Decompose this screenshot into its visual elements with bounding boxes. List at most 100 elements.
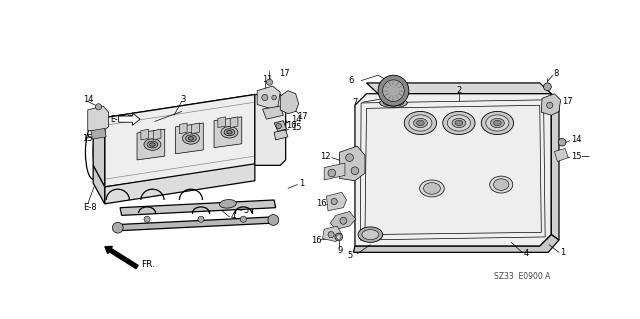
Ellipse shape <box>417 120 424 126</box>
Text: 10: 10 <box>287 121 297 130</box>
Circle shape <box>335 233 342 241</box>
Ellipse shape <box>380 98 407 108</box>
Text: 3: 3 <box>180 95 186 104</box>
Ellipse shape <box>221 126 238 138</box>
Polygon shape <box>274 130 288 140</box>
Ellipse shape <box>490 118 504 128</box>
Ellipse shape <box>481 111 513 135</box>
Polygon shape <box>141 129 148 140</box>
Polygon shape <box>541 94 561 115</box>
Polygon shape <box>93 165 105 204</box>
Text: 16: 16 <box>311 235 322 245</box>
Text: 13: 13 <box>325 229 335 238</box>
Polygon shape <box>105 94 255 187</box>
Circle shape <box>268 215 279 226</box>
FancyArrow shape <box>105 247 138 269</box>
Polygon shape <box>118 113 140 125</box>
Ellipse shape <box>220 200 236 208</box>
Ellipse shape <box>182 133 200 144</box>
Ellipse shape <box>447 115 470 131</box>
Polygon shape <box>367 83 551 94</box>
Polygon shape <box>137 129 164 160</box>
Polygon shape <box>323 226 342 241</box>
Circle shape <box>240 216 246 222</box>
Text: 14: 14 <box>291 115 301 124</box>
Circle shape <box>144 216 150 222</box>
Ellipse shape <box>486 115 509 131</box>
Circle shape <box>340 217 347 224</box>
Polygon shape <box>554 148 568 161</box>
Ellipse shape <box>362 230 379 240</box>
Ellipse shape <box>493 179 509 190</box>
Ellipse shape <box>383 100 403 106</box>
Text: 4: 4 <box>524 249 529 258</box>
Polygon shape <box>274 121 287 131</box>
Text: E-8: E-8 <box>83 203 97 212</box>
Circle shape <box>328 169 336 177</box>
Text: 8: 8 <box>554 69 559 78</box>
Polygon shape <box>360 100 545 240</box>
Text: SZ33  E0900 A: SZ33 E0900 A <box>493 272 550 281</box>
Circle shape <box>378 75 409 106</box>
Circle shape <box>543 83 551 91</box>
Polygon shape <box>255 94 285 165</box>
Text: 17: 17 <box>297 112 308 121</box>
Text: 16: 16 <box>316 199 327 208</box>
Text: 12: 12 <box>320 152 331 161</box>
Circle shape <box>276 123 282 129</box>
Polygon shape <box>175 123 204 154</box>
Circle shape <box>558 138 566 146</box>
Polygon shape <box>214 117 242 148</box>
Circle shape <box>328 232 334 238</box>
Ellipse shape <box>404 111 436 135</box>
Polygon shape <box>153 129 161 140</box>
Polygon shape <box>330 211 356 229</box>
Polygon shape <box>340 146 365 181</box>
Polygon shape <box>105 164 255 204</box>
Text: 1: 1 <box>561 248 566 257</box>
Polygon shape <box>257 86 280 109</box>
Polygon shape <box>179 123 187 134</box>
Polygon shape <box>88 106 109 131</box>
Ellipse shape <box>443 111 475 135</box>
Circle shape <box>272 95 276 100</box>
Ellipse shape <box>490 176 513 193</box>
Text: 2: 2 <box>456 86 462 95</box>
Ellipse shape <box>420 180 444 197</box>
Polygon shape <box>280 91 299 114</box>
Ellipse shape <box>413 118 428 128</box>
Text: E-7: E-7 <box>120 115 132 124</box>
Text: 6: 6 <box>349 76 354 85</box>
Polygon shape <box>91 128 106 139</box>
Polygon shape <box>93 118 105 187</box>
Text: 4: 4 <box>231 212 236 221</box>
Polygon shape <box>326 192 346 211</box>
Ellipse shape <box>358 227 383 242</box>
Polygon shape <box>192 123 200 134</box>
Ellipse shape <box>224 129 235 136</box>
Text: FR.: FR. <box>141 260 155 269</box>
Ellipse shape <box>188 137 194 140</box>
Ellipse shape <box>424 183 440 194</box>
Polygon shape <box>262 106 284 119</box>
Circle shape <box>383 80 404 101</box>
Circle shape <box>337 235 341 239</box>
Text: 15—: 15— <box>572 152 590 161</box>
Text: 14: 14 <box>572 135 582 144</box>
Polygon shape <box>551 94 559 240</box>
Polygon shape <box>324 163 345 180</box>
Polygon shape <box>120 200 276 215</box>
Polygon shape <box>353 235 559 252</box>
Text: 17: 17 <box>279 69 289 78</box>
Circle shape <box>547 102 553 108</box>
Polygon shape <box>230 117 238 128</box>
Text: 17: 17 <box>562 97 573 106</box>
Text: E-7: E-7 <box>110 115 122 124</box>
Ellipse shape <box>150 143 155 146</box>
Text: 7: 7 <box>353 98 358 107</box>
Polygon shape <box>365 105 541 235</box>
Circle shape <box>113 222 123 233</box>
Ellipse shape <box>452 118 466 128</box>
Ellipse shape <box>227 130 232 134</box>
Text: 15: 15 <box>291 123 301 132</box>
